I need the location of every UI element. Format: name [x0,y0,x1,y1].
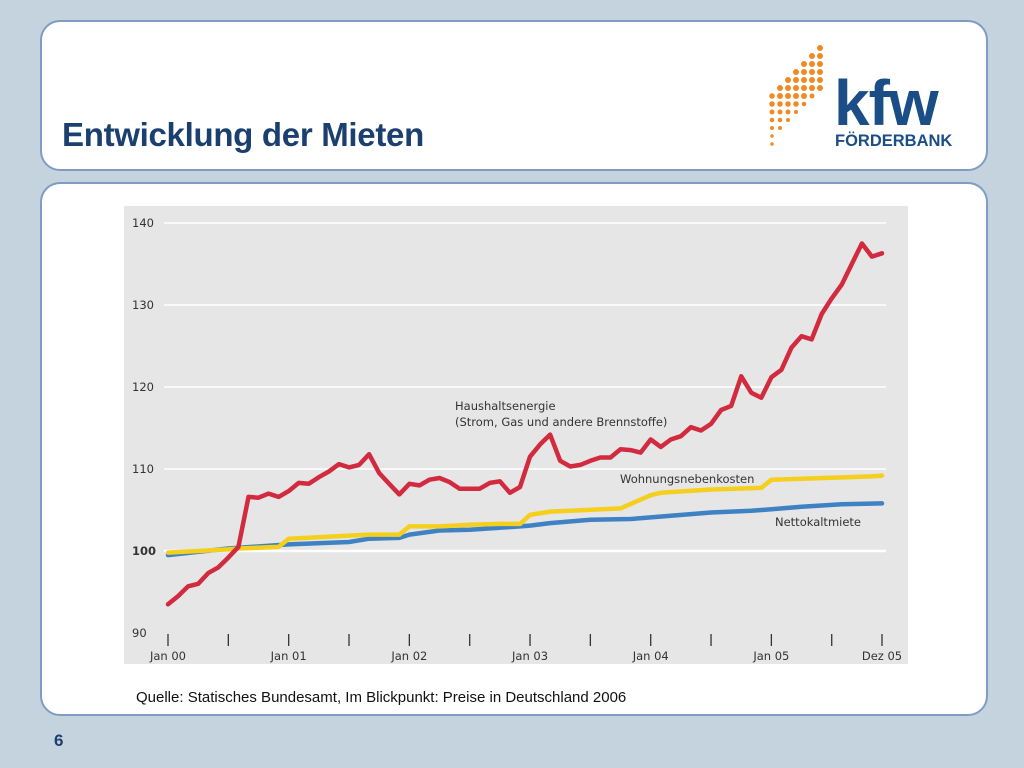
y-tick-label: 140 [132,216,154,230]
series-label-wohnungsnebenkosten: Wohnungsnebenkosten [620,472,754,486]
page-number: 6 [54,731,64,750]
y-axis-labels: 140 130 120 110 100 90 [132,216,156,640]
y-tick-label: 100 [132,544,156,558]
logo-dot [778,126,782,130]
logo-dot [794,110,798,114]
header-panel [40,20,988,171]
logo-dot [777,117,783,123]
logo-dot [817,53,823,59]
gridlines [164,222,886,553]
logo-dot [770,126,774,130]
logo-dot [785,109,791,115]
x-axis-labels: Jan 00 Jan 01 Jan 02 Jan 03 Jan 04 Jan 05 Dez … [149,649,902,663]
logo-dot [793,93,799,99]
x-tick-label: Jan 03 [511,649,548,663]
logo-dot [785,93,791,99]
logo-dot [770,142,774,146]
x-tick-label: Jan 04 [632,649,669,663]
logo-dot [777,85,783,91]
logo-dot [786,118,790,122]
logo-dot-pattern [769,45,823,146]
logo-dot [785,101,791,107]
logo-dot [801,93,807,99]
logo-dot [809,69,815,75]
y-tick-label: 90 [132,626,147,640]
series-labels: Haushaltsenergie (Strom, Gas und andere B… [455,399,861,529]
logo-dot [793,101,799,107]
logo-dot [809,93,815,99]
logo-dot [777,109,783,115]
series-lines [165,241,885,607]
logo-dot [801,85,807,91]
logo-dot [793,69,799,75]
logo-dot [770,134,774,138]
logo-dot [793,77,799,83]
logo-dot [769,117,775,123]
logo-dot [769,109,775,115]
logo-dot [817,45,823,51]
logo-dot [769,101,775,107]
series-line-nettokaltmiete [165,501,885,558]
logo-dot [801,61,807,67]
logo-dot [817,61,823,67]
series-label-haushaltsenergie: Haushaltsenergie [455,399,556,413]
logo-dot [777,101,783,107]
chart-background [124,206,908,664]
x-tick-label: Dez 05 [862,649,902,663]
logo-dot [777,93,783,99]
logo-dot [809,77,815,83]
logo-subtitle: FÖRDERBANK [835,131,952,150]
logo-wordmark: kfw [834,67,939,139]
logo-dot [785,77,791,83]
logo-dot [769,93,775,99]
y-tick-label: 120 [132,380,154,394]
logo-dot [809,61,815,67]
y-tick-label: 130 [132,298,154,312]
logo-dot [793,85,799,91]
source-caption: Quelle: Statisches Bundesamt, Im Blickpu… [136,689,627,706]
series-label-nettokaltmiete: Nettokaltmiete [775,515,861,529]
logo-dot [817,77,823,83]
logo-dot [817,69,823,75]
logo-dot [809,85,815,91]
x-axis-ticks [167,634,883,646]
x-tick-label: Jan 02 [390,649,427,663]
x-tick-label: Jan 00 [149,649,186,663]
logo-dot [817,85,823,91]
logo-dot [801,101,807,107]
y-tick-label: 110 [132,462,154,476]
logo-dot [801,69,807,75]
logo-dot [809,53,815,59]
slide-title: Entwicklung der Mieten [62,116,424,153]
series-label-haushaltsenergie-detail: (Strom, Gas und andere Brennstoffe) [455,415,667,429]
logo-dot [801,77,807,83]
x-tick-label: Jan 01 [270,649,307,663]
series-line-wohnungsnebenkosten [165,473,885,555]
kfw-logo: kfw FÖRDERBANK [769,45,952,150]
series-line-haushaltsenergie [165,241,885,607]
logo-dot [785,85,791,91]
x-tick-label: Jan 05 [752,649,789,663]
